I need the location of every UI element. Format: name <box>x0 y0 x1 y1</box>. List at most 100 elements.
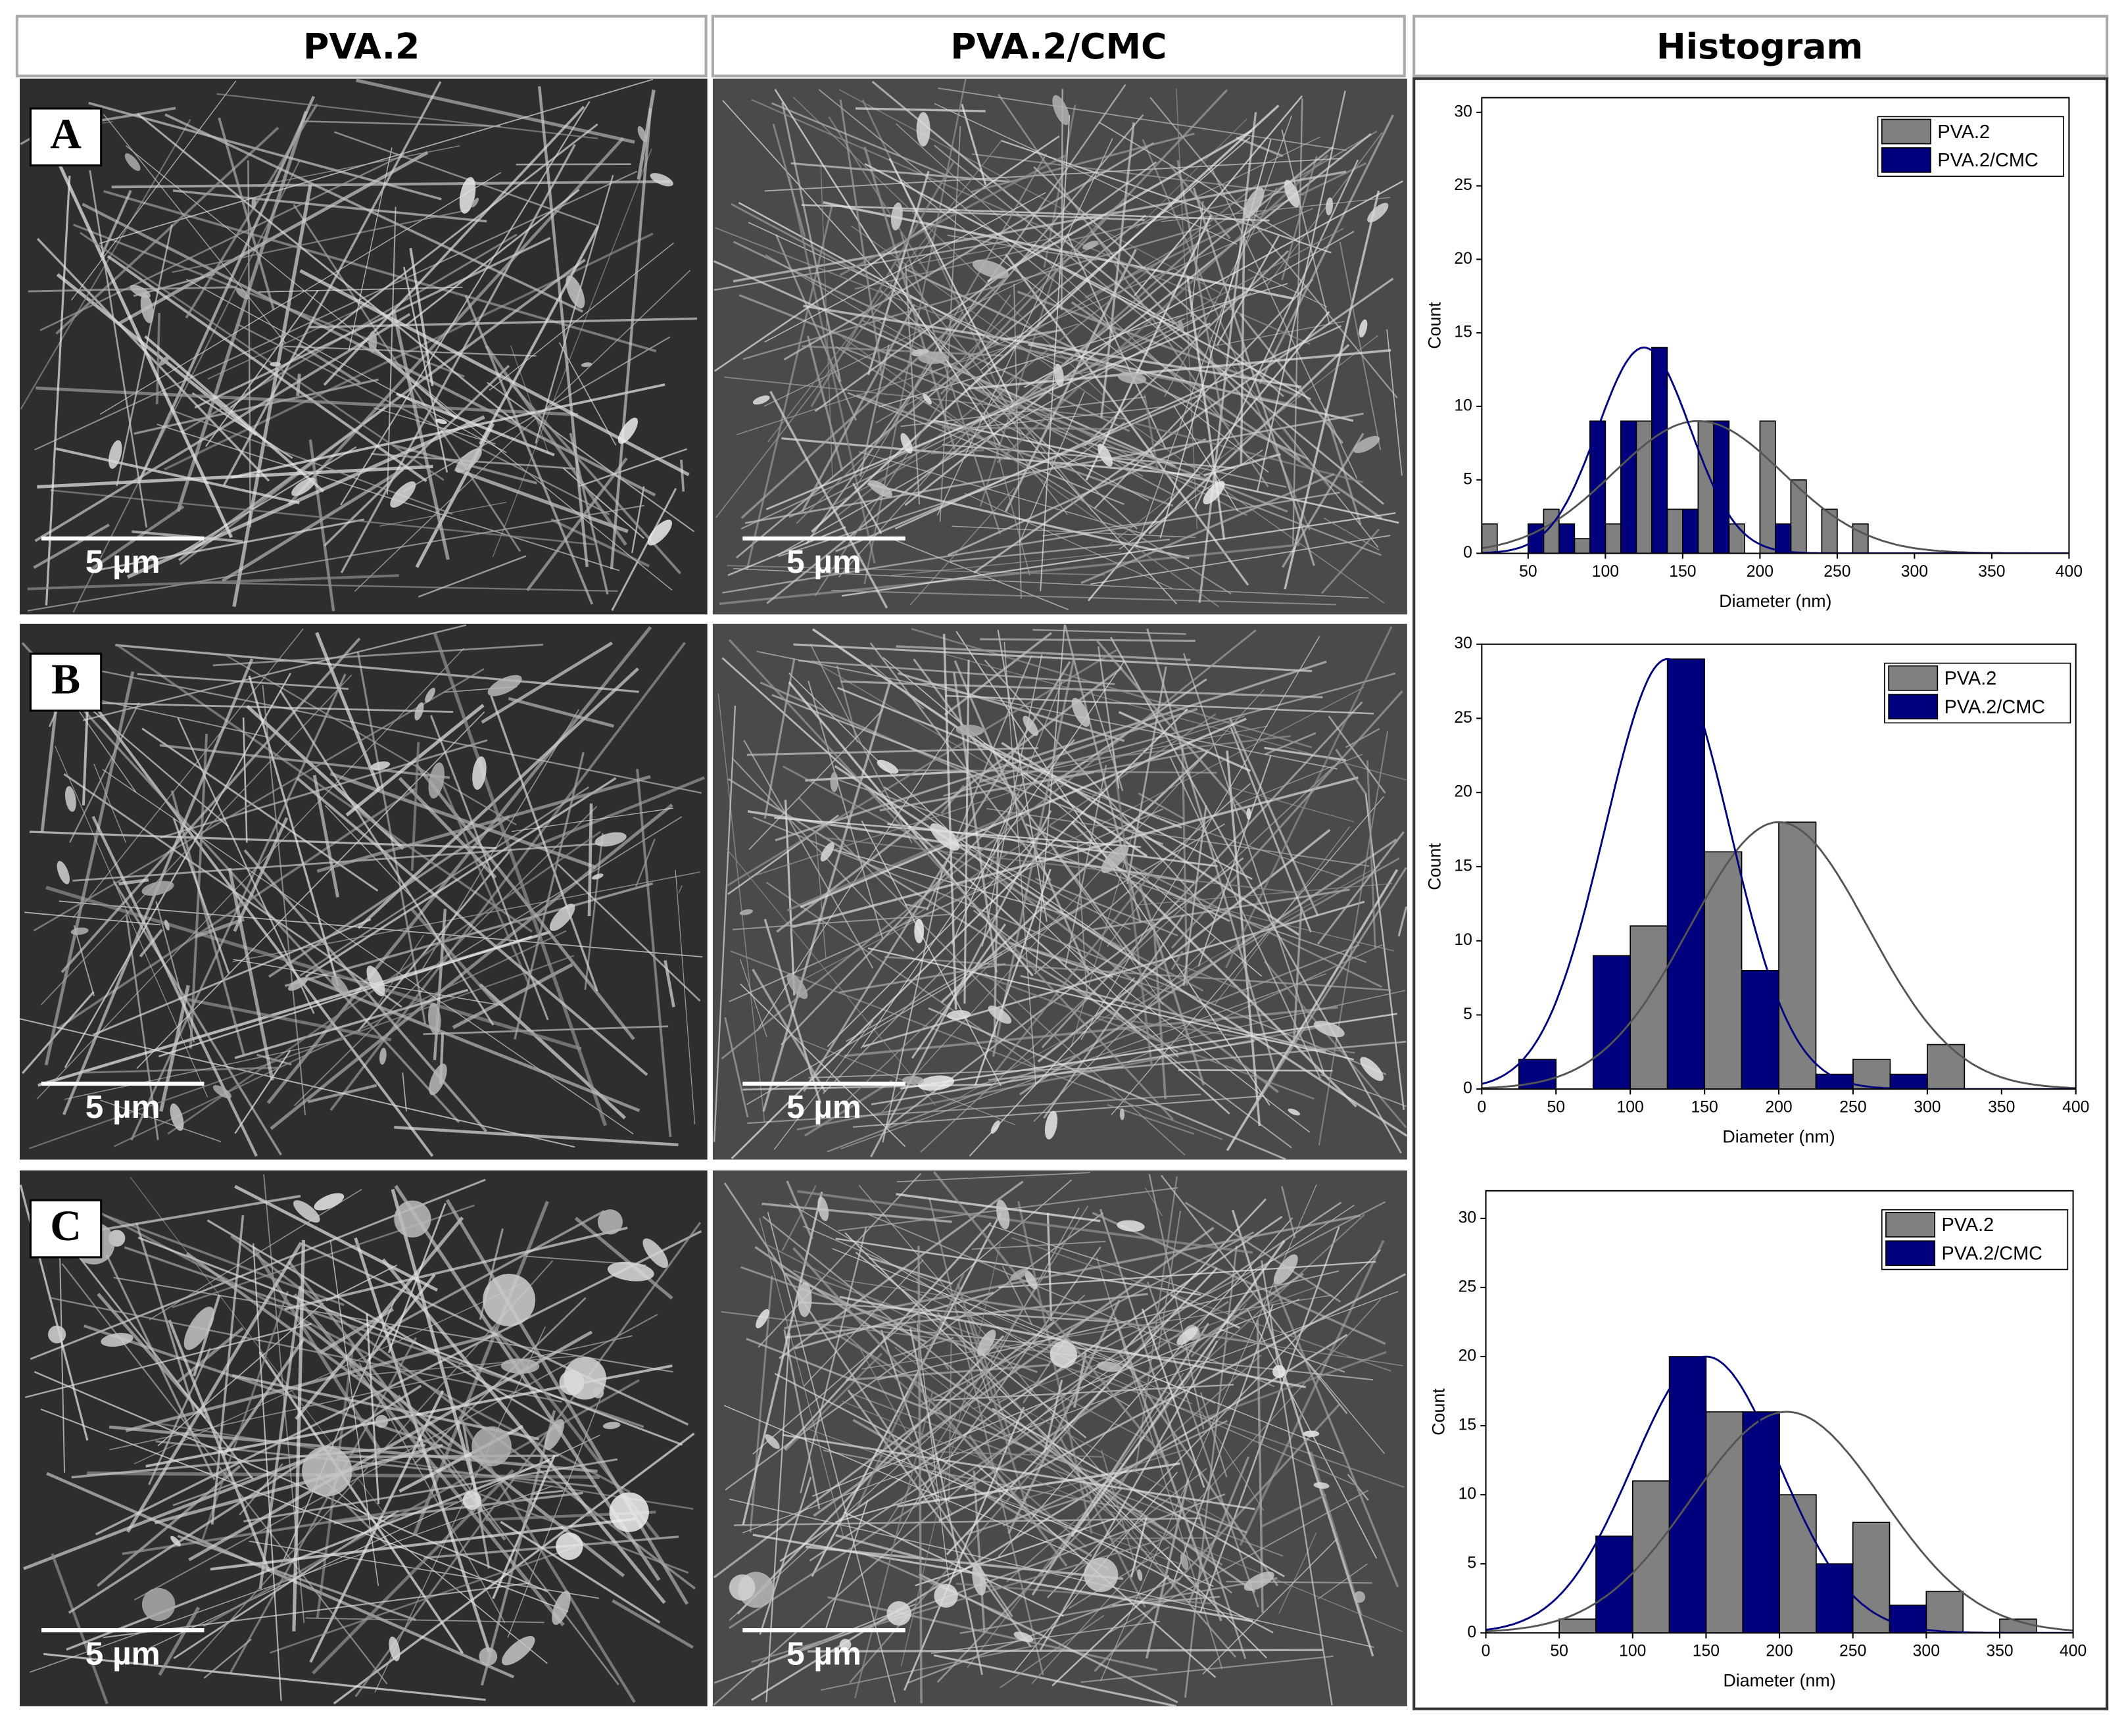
bead <box>379 1048 387 1065</box>
bead <box>1360 1057 1384 1082</box>
bead <box>988 1005 1012 1024</box>
fiber <box>754 1245 1256 1593</box>
fiber <box>968 1434 1068 1567</box>
fiber <box>216 93 598 139</box>
column-header: PVA.2 <box>303 26 420 67</box>
bead <box>820 842 834 862</box>
fiber <box>842 1401 1403 1632</box>
fiber <box>1320 1074 1407 1107</box>
x-tick-label: 300 <box>1901 563 1928 581</box>
fiber <box>894 325 1342 530</box>
fiber <box>199 581 618 592</box>
fiber <box>91 815 258 1157</box>
fiber <box>88 101 442 201</box>
fiber <box>1068 1546 1170 1610</box>
bead <box>140 293 154 324</box>
bead <box>1101 844 1128 873</box>
fiber <box>136 711 485 1069</box>
bead <box>1053 364 1064 387</box>
bead <box>996 1199 1010 1230</box>
fiber <box>535 175 614 444</box>
bar <box>1742 1411 1780 1634</box>
bar <box>1605 523 1622 554</box>
fiber <box>126 415 485 579</box>
fiber <box>1229 718 1319 916</box>
y-tick-label: 5 <box>1463 1005 1472 1023</box>
fiber <box>986 808 1370 867</box>
fiber <box>918 234 1073 264</box>
bar <box>1574 538 1591 554</box>
fiber <box>831 589 1337 606</box>
bar <box>1759 420 1776 554</box>
x-tick-label: 400 <box>2060 1643 2087 1660</box>
header-box <box>1412 14 2109 78</box>
fiber <box>391 309 450 560</box>
fiber <box>101 1213 631 1493</box>
fiber <box>733 913 953 930</box>
bead <box>1010 1268 1028 1281</box>
legend-swatch <box>1881 147 1931 173</box>
fiber <box>1199 1226 1340 1613</box>
fiber <box>929 1451 1103 1458</box>
fiber <box>869 1257 953 1285</box>
y-tick-label: 15 <box>1459 1416 1477 1434</box>
fiber <box>997 629 1048 922</box>
bead <box>1084 1557 1119 1592</box>
fiber <box>835 1238 1201 1296</box>
fiber <box>1169 164 1231 239</box>
fiber <box>1171 690 1403 949</box>
fiber <box>792 776 1359 928</box>
fiber <box>107 254 427 483</box>
bead <box>592 1387 604 1399</box>
fiber <box>776 666 1123 933</box>
fiber <box>847 1389 1032 1648</box>
fiber <box>840 346 1382 556</box>
fiber <box>940 990 1405 1094</box>
x-tick-label: 50 <box>1547 1099 1566 1117</box>
fiber <box>99 78 654 245</box>
fiber <box>1080 1655 1334 1683</box>
fiber <box>1386 329 1403 476</box>
fiber <box>801 303 916 512</box>
fiber <box>158 1606 201 1676</box>
fiber <box>118 878 149 886</box>
fiber <box>740 277 1007 519</box>
fiber <box>740 1266 1038 1374</box>
fiber <box>973 277 1394 574</box>
fiber <box>852 1095 1265 1128</box>
fiber <box>936 1312 1237 1658</box>
fiber <box>308 439 335 612</box>
bead <box>607 1261 654 1282</box>
bead <box>637 126 648 143</box>
fiber <box>808 1649 1324 1652</box>
panel-letter: A <box>50 110 82 158</box>
fiber <box>928 1197 1044 1676</box>
panel-letter: B <box>51 656 80 704</box>
fiber <box>315 632 381 790</box>
x-tick-label: 350 <box>1988 1099 2015 1117</box>
y-tick-label: 30 <box>1459 1209 1477 1226</box>
bead <box>1367 203 1389 223</box>
fiber <box>763 919 822 1104</box>
legend-swatch <box>1888 694 1939 719</box>
fiber <box>1339 241 1382 450</box>
fiber <box>1098 646 1120 789</box>
x-tick-label: 0 <box>1477 1099 1486 1117</box>
fiber <box>792 1247 1023 1504</box>
fiber <box>1080 473 1335 585</box>
fiber <box>764 158 1342 192</box>
bead <box>1023 715 1039 736</box>
fiber <box>822 912 999 1094</box>
x-tick-label: 250 <box>1823 563 1850 581</box>
bar <box>1705 1411 1744 1634</box>
fiber <box>1146 628 1276 1071</box>
fiber <box>473 1491 689 1574</box>
fiber <box>557 863 701 1002</box>
fiber <box>800 1227 867 1493</box>
fiber <box>1239 1240 1385 1546</box>
fiber <box>39 153 405 331</box>
fiber <box>871 1040 1255 1105</box>
bead <box>251 197 256 209</box>
fiber <box>410 742 420 871</box>
fiber <box>386 206 397 495</box>
